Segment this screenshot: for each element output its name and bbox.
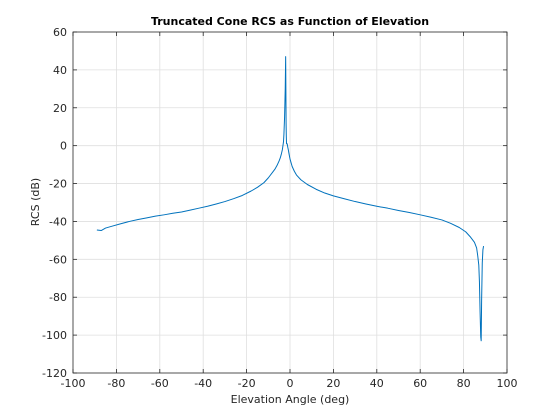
x-tick-label: -40 [194,377,212,390]
x-axis-label: Elevation Angle (deg) [231,393,350,406]
y-tick-label: 0 [60,140,67,153]
x-tick-label: 0 [287,377,294,390]
x-tick-label: 60 [413,377,427,390]
x-tick-label: 20 [326,377,340,390]
x-tick-label: 40 [370,377,384,390]
y-tick-label: 60 [53,26,67,39]
x-tick-label: 80 [457,377,471,390]
y-tick-label: -40 [49,215,67,228]
chart-title: Truncated Cone RCS as Function of Elevat… [151,15,429,28]
y-tick-label: 40 [53,64,67,77]
grid [73,32,507,373]
y-tick-label: -120 [42,367,67,380]
y-tick-label: -20 [49,178,67,191]
y-tick-label: -60 [49,253,67,266]
x-tick-label: -60 [151,377,169,390]
x-tick-label: -100 [61,377,86,390]
series-layer [96,56,485,342]
x-tick-label: 100 [497,377,518,390]
y-axis-label: RCS (dB) [29,178,42,226]
series-line-0 [96,56,485,342]
x-tick-label: -20 [238,377,256,390]
y-tick-label: -100 [42,329,67,342]
y-tick-label: 20 [53,102,67,115]
x-axis-ticks: -100 -80 -60 -40 -20 0 20 40 60 80 100 [61,32,518,390]
x-tick-label: -80 [107,377,125,390]
y-axis-ticks: -120 -100 -80 -60 -40 -20 0 20 40 60 [42,26,507,380]
y-tick-label: -80 [49,291,67,304]
